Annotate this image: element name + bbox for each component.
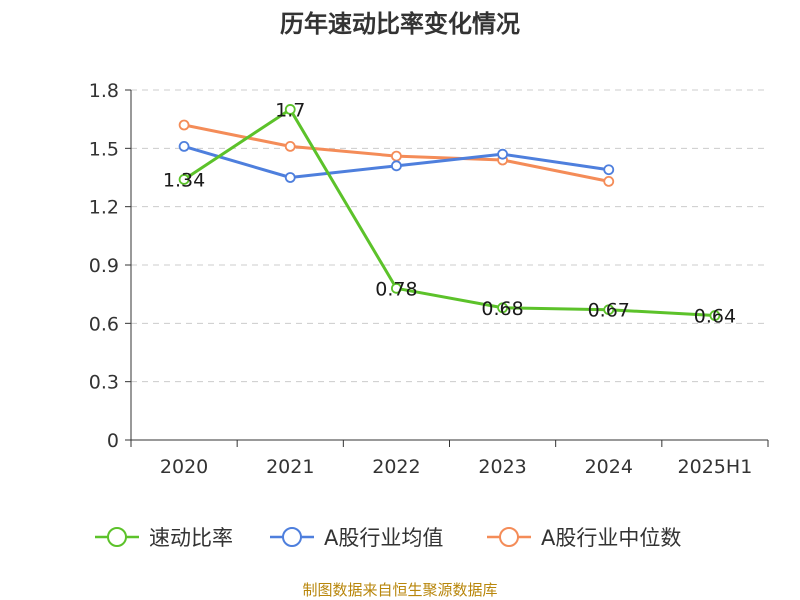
series-2-point-4[interactable] (603, 175, 615, 187)
legend-item-0[interactable]: 速动比率 (95, 526, 233, 550)
data-label-1: 1.7 (275, 99, 305, 121)
data-label-5: 0.64 (694, 306, 736, 328)
legend-marker-2 (499, 527, 519, 547)
x-tick-label-3: 2023 (478, 456, 526, 478)
y-tick-label-2: 0.6 (89, 313, 119, 335)
series-1-point-1[interactable] (284, 172, 296, 183)
series-0-point-5[interactable] (709, 310, 721, 321)
series-2-point-2[interactable] (391, 150, 402, 162)
data-label-2: 0.78 (375, 278, 417, 300)
legend-marker-0 (107, 527, 127, 547)
x-tick-label-1: 2021 (266, 456, 314, 478)
legend[interactable]: 速动比率 A股行业均值 A股行业中位数 (95, 526, 681, 550)
axes: 0 0.3 0.6 0.9 1.2 1.5 1.8 2020 2021 2022 2023 2024 2… (89, 80, 769, 478)
legend-label-0: 速动比率 (149, 526, 233, 550)
series-lines (178, 104, 721, 321)
legend-marker-1 (282, 527, 302, 547)
series-0-point-4[interactable] (603, 304, 615, 316)
series-1-point-4[interactable] (603, 164, 615, 176)
grid-lines (131, 89, 768, 383)
series-1-point-0[interactable] (178, 140, 190, 152)
data-label-3: 0.68 (481, 298, 523, 320)
y-tick-label-0: 0 (107, 430, 119, 452)
data-label-0: 1.34 (163, 169, 205, 191)
series-line-0 (183, 107, 715, 318)
data-label-4: 0.67 (588, 300, 630, 322)
x-tick-label-0: 2020 (160, 456, 208, 478)
y-tick-label-5: 1.5 (89, 138, 119, 160)
y-tick-label-3: 0.9 (89, 255, 119, 277)
x-tick-label-2: 2022 (372, 456, 420, 478)
series-2-point-0[interactable] (178, 119, 190, 131)
chart-title: 历年速动比率变化情况 (280, 10, 520, 38)
series-1-point-3[interactable] (497, 148, 508, 160)
series-0-point-3[interactable] (497, 302, 508, 314)
y-tick-label-6: 1.8 (89, 80, 119, 102)
data-labels: 1.34 1.7 0.78 0.68 0.67 0.64 (163, 99, 736, 327)
legend-item-1[interactable]: A股行业均值 (270, 526, 443, 550)
legend-item-2[interactable]: A股行业中位数 (487, 526, 681, 550)
series-1-point-2[interactable] (391, 160, 402, 172)
series-0-point-0[interactable] (178, 174, 190, 185)
y-tick-label-4: 1.2 (89, 197, 119, 219)
legend-label-2: A股行业中位数 (541, 526, 681, 550)
y-tick-label-1: 0.3 (89, 372, 119, 394)
source-note: 制图数据来自恒生聚源数据库 (302, 581, 497, 599)
legend-label-1: A股行业均值 (324, 526, 443, 550)
series-0-point-1[interactable] (284, 104, 296, 115)
series-0-point-2[interactable] (391, 282, 402, 294)
x-tick-label-4: 2024 (585, 456, 633, 478)
series-2-point-1[interactable] (284, 140, 296, 152)
x-tick-label-5: 2025H1 (678, 456, 753, 478)
